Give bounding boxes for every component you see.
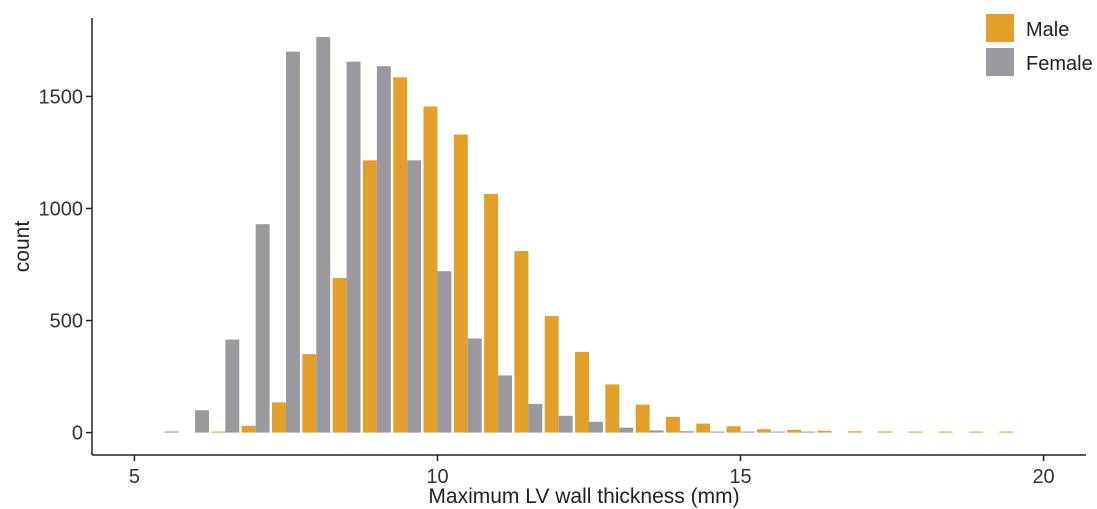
bar-male-12 <box>544 316 559 433</box>
bar-male-14.5 <box>696 423 711 433</box>
bar-female-16 <box>801 431 816 433</box>
bar-male-18 <box>908 431 923 433</box>
bar-female-8 <box>316 37 331 433</box>
bar-male-8.5 <box>332 277 347 433</box>
legend-swatch-male <box>986 14 1014 42</box>
bar-female-6 <box>195 410 209 433</box>
y-axis-ticks: 0 500 1000 1500 <box>39 86 92 445</box>
bar-male-12.5 <box>575 351 589 433</box>
bar-female-10.5 <box>467 338 482 433</box>
y-tick-label: 0 <box>72 423 83 445</box>
bar-female-15.5 <box>770 431 785 433</box>
bar-female-7 <box>255 224 270 433</box>
bar-male-6.5 <box>211 431 226 433</box>
y-axis-title: count <box>11 221 34 273</box>
bar-male-7 <box>241 425 256 433</box>
bar-male-17.5 <box>878 431 893 433</box>
bar-male-11.5 <box>514 251 529 433</box>
legend-label-female: Female <box>1026 53 1093 75</box>
bar-male-10 <box>423 106 438 433</box>
x-tick-label: 10 <box>426 466 448 488</box>
bar-male-10.5 <box>453 134 468 433</box>
bar-female-7.5 <box>285 51 300 433</box>
bar-female-14 <box>679 431 694 433</box>
x-axis-ticks: 5 10 15 20 <box>129 455 1055 488</box>
bar-female-9 <box>376 66 391 433</box>
bar-male-13.5 <box>635 404 650 433</box>
legend-swatch-female <box>986 48 1014 76</box>
bar-male-14 <box>665 416 680 433</box>
bar-female-13 <box>619 427 634 433</box>
bar-male-19 <box>969 431 983 433</box>
bar-female-8.5 <box>346 61 361 433</box>
bar-female-5.5 <box>164 431 179 433</box>
bar-male-19.5 <box>999 431 1014 433</box>
bar-male-9 <box>362 160 377 433</box>
x-tick-label: 15 <box>729 466 751 488</box>
bar-female-11.5 <box>528 403 543 433</box>
legend-label-male: Male <box>1026 19 1069 41</box>
bar-female-12 <box>558 415 573 433</box>
bar-male-9.5 <box>393 77 408 433</box>
y-tick-label: 1500 <box>39 86 84 108</box>
x-axis-title: Maximum LV wall thickness (mm) <box>428 485 739 508</box>
bar-female-12.5 <box>589 421 603 433</box>
bar-female-9.5 <box>407 160 422 433</box>
bar-male-15.5 <box>756 429 771 433</box>
y-tick-label: 500 <box>50 311 83 333</box>
x-tick-label: 5 <box>129 466 140 488</box>
bar-female-15 <box>740 431 755 433</box>
legend: Male Female <box>986 14 1093 76</box>
bar-female-13.5 <box>649 430 664 433</box>
bar-female-14.5 <box>710 431 725 433</box>
bar-female-11 <box>498 375 513 433</box>
bar-male-11 <box>484 193 499 433</box>
bar-male-18.5 <box>938 431 953 433</box>
bar-female-6.5 <box>225 339 240 433</box>
x-tick-label: 20 <box>1032 466 1054 488</box>
bar-male-15 <box>726 426 741 433</box>
bar-male-13 <box>605 384 620 433</box>
bars-layer <box>164 37 1014 433</box>
bar-male-17 <box>847 431 862 433</box>
bar-male-7.5 <box>272 402 286 433</box>
bar-female-10 <box>437 271 452 433</box>
bar-male-16 <box>787 429 802 433</box>
bar-male-16.5 <box>817 430 832 433</box>
bar-male-8 <box>302 354 317 433</box>
y-tick-label: 1000 <box>39 198 84 220</box>
